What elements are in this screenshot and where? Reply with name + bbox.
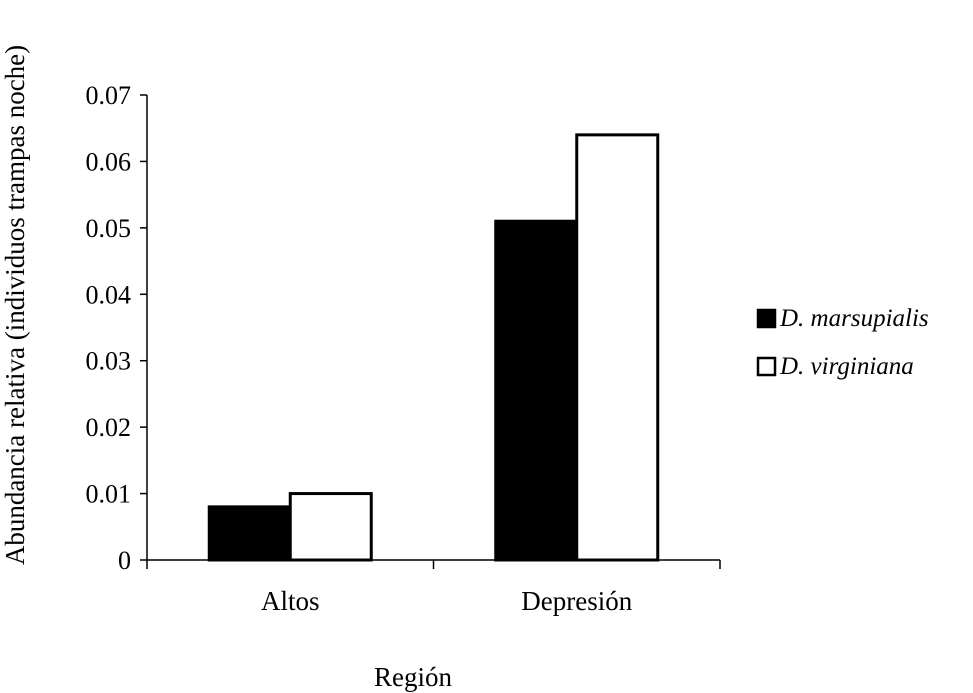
legend-label: D. marsupialis bbox=[779, 305, 929, 332]
bar-d-marsupialis-0 bbox=[207, 505, 292, 562]
y-tick-label: 0.07 bbox=[86, 81, 132, 110]
y-tick-label: 0.04 bbox=[86, 280, 132, 309]
x-axis-categories: Altos Depresión bbox=[146, 560, 721, 616]
legend-label: D. virginiana bbox=[779, 353, 914, 380]
x-category-label: Depresión bbox=[521, 586, 632, 616]
bar-d-virginiana-1 bbox=[575, 133, 660, 562]
bar-d-virginiana-0 bbox=[288, 492, 373, 562]
y-axis-title: Abundancia relativa (individuos trampas … bbox=[0, 45, 30, 565]
y-axis-ticks: 0 0.01 0.02 0.03 0.04 0.05 0.06 0.07 bbox=[86, 81, 147, 575]
y-tick-label: 0.03 bbox=[86, 347, 132, 376]
y-tick-label: 0.01 bbox=[86, 480, 132, 509]
bar-d-marsupialis-1 bbox=[494, 219, 579, 562]
legend-swatch bbox=[756, 308, 777, 329]
y-tick-label: 0.05 bbox=[86, 214, 132, 243]
y-tick-label: 0 bbox=[118, 546, 131, 575]
y-tick-label: 0.02 bbox=[86, 413, 132, 442]
legend: D. marsupialis D. virginiana bbox=[756, 305, 929, 380]
legend-swatch bbox=[756, 356, 777, 377]
y-tick-label: 0.06 bbox=[86, 147, 132, 176]
x-axis-title: Región bbox=[374, 662, 452, 692]
bars bbox=[207, 133, 660, 562]
x-category-label: Altos bbox=[261, 586, 320, 616]
